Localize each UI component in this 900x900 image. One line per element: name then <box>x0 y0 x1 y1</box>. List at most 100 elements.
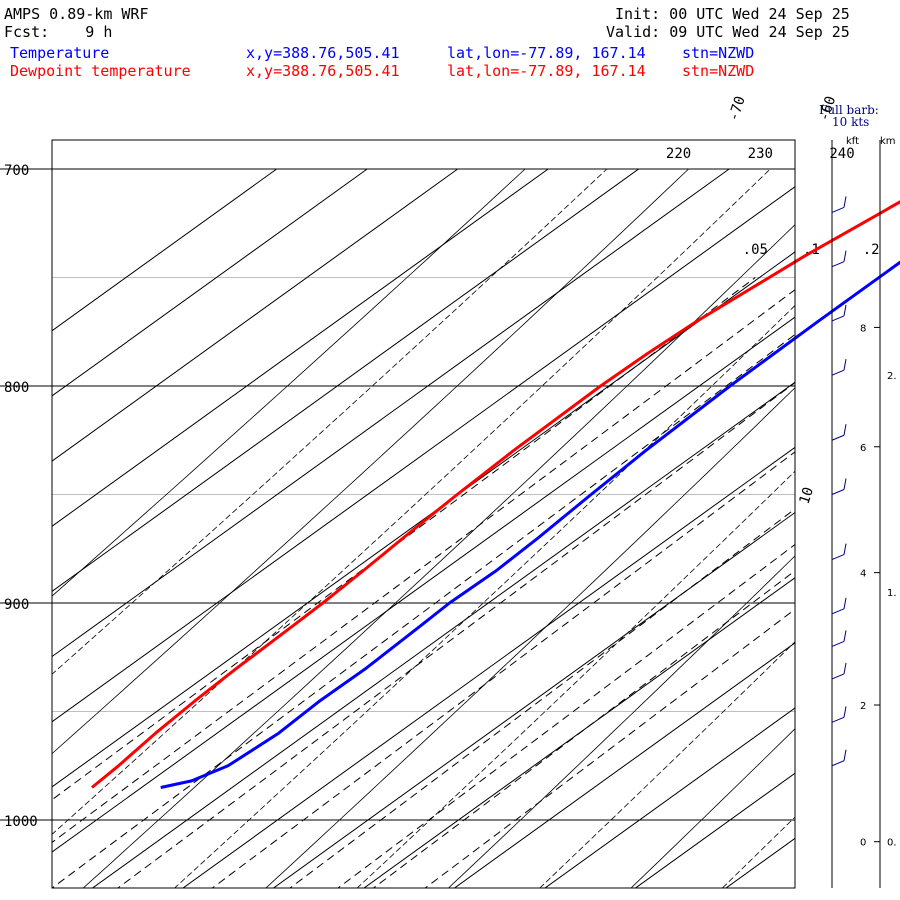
mixing-ratio-line <box>424 608 795 888</box>
kft-label: kft <box>846 136 859 147</box>
wind-barb-flag <box>843 706 847 718</box>
init-time: Init: 00 UTC Wed 24 Sep 25 <box>615 5 850 23</box>
wind-barb-flag <box>843 630 847 642</box>
wind-barb <box>831 434 845 441</box>
dry-adiabat-line <box>52 168 608 675</box>
dry-adiabat-line <box>447 555 795 888</box>
height-kft-label: 4 <box>860 569 866 580</box>
dry-adiabat-line <box>265 387 795 888</box>
mixing-ratio-line <box>211 451 795 888</box>
dry-adiabat-line <box>52 168 771 835</box>
dry-adiabat-line <box>795 169 900 900</box>
dry-adiabat-label: 220 <box>666 146 691 162</box>
isotherm-line <box>52 168 277 332</box>
wind-barb <box>831 673 845 680</box>
dry-adiabat-line <box>630 728 795 888</box>
station-red: stn=NZWD <box>682 62 755 80</box>
wind-barb <box>831 315 845 322</box>
dry-adiabat-label: 240 <box>829 146 854 162</box>
isotherm-line <box>182 446 795 888</box>
pressure-tick-label: 1000 <box>4 814 38 830</box>
isotherm-line <box>544 707 795 888</box>
mixing-ratio-line <box>52 277 756 801</box>
wind-barb-flag <box>843 749 847 761</box>
isotherm-label: -70 <box>726 94 749 123</box>
wind-barb <box>831 608 845 615</box>
wind-barb <box>831 640 845 647</box>
forecast-hour: Fcst: 9 h <box>4 23 113 41</box>
isotherm-line <box>453 642 795 888</box>
latlon-blue: lat,lon=-77.89, 167.14 <box>447 44 646 62</box>
dry-adiabat-line <box>174 304 795 888</box>
mixing-ratio-label: .2 <box>863 242 880 258</box>
isotherm-line <box>272 511 795 888</box>
wind-barb <box>831 206 845 213</box>
valid-time: Valid: 09 UTC Wed 24 Sep 25 <box>606 23 850 41</box>
wind-barb-flag <box>843 543 847 555</box>
mixing-ratio-label: .05 <box>743 242 768 258</box>
grid-xy-blue: x,y=388.76,505.41 <box>246 44 400 62</box>
mixing-ratio-line <box>289 508 795 888</box>
wind-barb <box>831 760 845 767</box>
isotherm-line <box>91 381 795 888</box>
temperature-profile <box>160 260 900 789</box>
dry-adiabat-label: 230 <box>748 146 773 162</box>
legend-dewpoint: Dewpoint temperature <box>10 62 191 80</box>
dewpoint-profile <box>90 200 900 789</box>
plot-frame <box>51 139 796 889</box>
mixing-ratio-line <box>372 570 795 888</box>
legend-temperature: Temperature <box>10 44 110 62</box>
barb-legend-line1: Full barb: <box>819 103 879 117</box>
wind-barb-flag <box>843 662 847 675</box>
mixing-ratio-line <box>52 289 795 844</box>
pressure-tick-label: 800 <box>4 380 29 396</box>
dry-adiabat-line <box>52 168 526 597</box>
dry-adiabat-line <box>721 816 795 888</box>
isotherm-line <box>52 316 795 853</box>
station-blue: stn=NZWD <box>682 44 755 62</box>
isotherm-line <box>52 168 730 658</box>
wind-barb-flag <box>843 359 847 371</box>
latlon-red: lat,lon=-77.89, 167.14 <box>447 62 646 80</box>
wind-barb-flag <box>843 304 847 316</box>
isotherm-line <box>52 168 549 527</box>
height-kft-label: 0 <box>860 838 866 849</box>
dry-adiabat-line <box>356 470 795 888</box>
wind-barb-flag <box>843 478 847 490</box>
dry-adiabat-line <box>82 224 795 888</box>
mixing-ratio-line <box>337 543 795 888</box>
height-km-label: 0. <box>887 838 897 849</box>
pressure-tick-label: 900 <box>4 597 29 613</box>
mixing-ratio-line <box>117 381 795 888</box>
wind-barb-flag <box>843 196 847 208</box>
model-title: AMPS 0.89-km WRF <box>4 5 149 23</box>
isotherm-label: -60 <box>816 94 839 123</box>
height-kft-label: 8 <box>860 323 866 334</box>
wind-barb-flag <box>843 250 847 262</box>
isotherm-line <box>52 168 368 397</box>
wind-barb <box>831 489 845 495</box>
isotherm-line <box>634 772 795 888</box>
wind-barb-flag <box>843 424 847 436</box>
barb-legend-line2: 10 kts <box>832 115 869 129</box>
mixing-ratio-line <box>52 333 795 888</box>
isotherm-line <box>52 168 639 593</box>
height-kft-label: 6 <box>860 443 866 454</box>
height-km-label: 2. <box>887 371 897 382</box>
height-kft-label: 2 <box>860 701 866 712</box>
pressure-tick-label: 700 <box>4 163 29 179</box>
height-km-label: 1. <box>887 588 897 599</box>
isotherm-label: 10 <box>797 485 817 506</box>
isotherm-line <box>52 186 795 723</box>
isotherm-line <box>363 577 795 888</box>
dry-adiabat-line <box>52 168 689 755</box>
isotherm-line <box>52 251 795 788</box>
dry-adiabat-line <box>886 169 900 900</box>
wind-barb-flag <box>843 597 847 609</box>
wind-barb <box>831 261 845 268</box>
wind-barb <box>831 716 845 723</box>
isotherm-line <box>52 168 458 462</box>
wind-barb <box>831 554 845 561</box>
km-label: km <box>880 136 896 147</box>
